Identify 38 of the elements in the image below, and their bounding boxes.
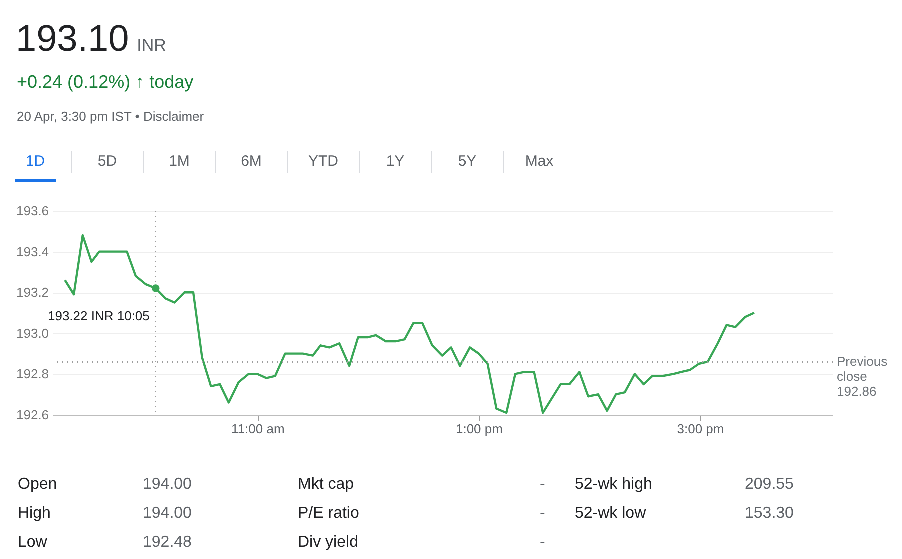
text: 1Y <box>359 151 431 173</box>
text: 5Y <box>431 151 503 173</box>
x-tick-label: 1:00 pm <box>456 422 503 436</box>
text: 192.48 <box>143 534 193 552</box>
text: 20 Apr, 3:30 pm IST • Disclaimer <box>17 109 204 124</box>
text: - <box>540 504 546 522</box>
text: 194.00 <box>143 476 193 494</box>
text: Open <box>18 476 58 494</box>
text: - <box>540 476 546 494</box>
text: 1D <box>0 151 71 173</box>
text: - <box>540 534 546 552</box>
text: YTD <box>287 151 359 173</box>
x-tick-label: 3:00 pm <box>677 422 724 436</box>
ref-line-label: Previous close 192.86 <box>837 354 888 399</box>
text: 153.30 <box>745 504 795 522</box>
text: 52-wk high <box>575 476 654 494</box>
y-tick-label: 192.6 <box>16 408 50 422</box>
text: 1M <box>143 151 215 173</box>
text: Mkt cap <box>298 476 356 494</box>
text: Div yield <box>298 534 360 552</box>
annotation: 193.22 INR 10:05 <box>48 308 150 324</box>
y-tick-label: 193.2 <box>16 285 50 300</box>
y-tick-label: 193.6 <box>16 204 50 218</box>
x-tick-label: 11:00 am <box>232 422 285 436</box>
y-tick-label: 192.8 <box>16 366 50 382</box>
text: 209.55 <box>745 476 795 494</box>
text: Max <box>503 151 575 173</box>
text: High <box>18 504 52 522</box>
text: 52-wk low <box>575 504 648 522</box>
text: 5D <box>71 151 143 173</box>
chart-subtitle: +0.24 (0.12%) ↑ today <box>17 72 194 93</box>
chart-title: 193.10 INR <box>16 18 166 59</box>
y-tick-label: 193.0 <box>16 326 50 341</box>
text: 194.00 <box>143 504 193 522</box>
text: P/E ratio <box>298 504 360 522</box>
y-tick-label: 193.4 <box>16 244 50 260</box>
text: 6M <box>215 151 287 173</box>
text: Low <box>18 534 48 552</box>
